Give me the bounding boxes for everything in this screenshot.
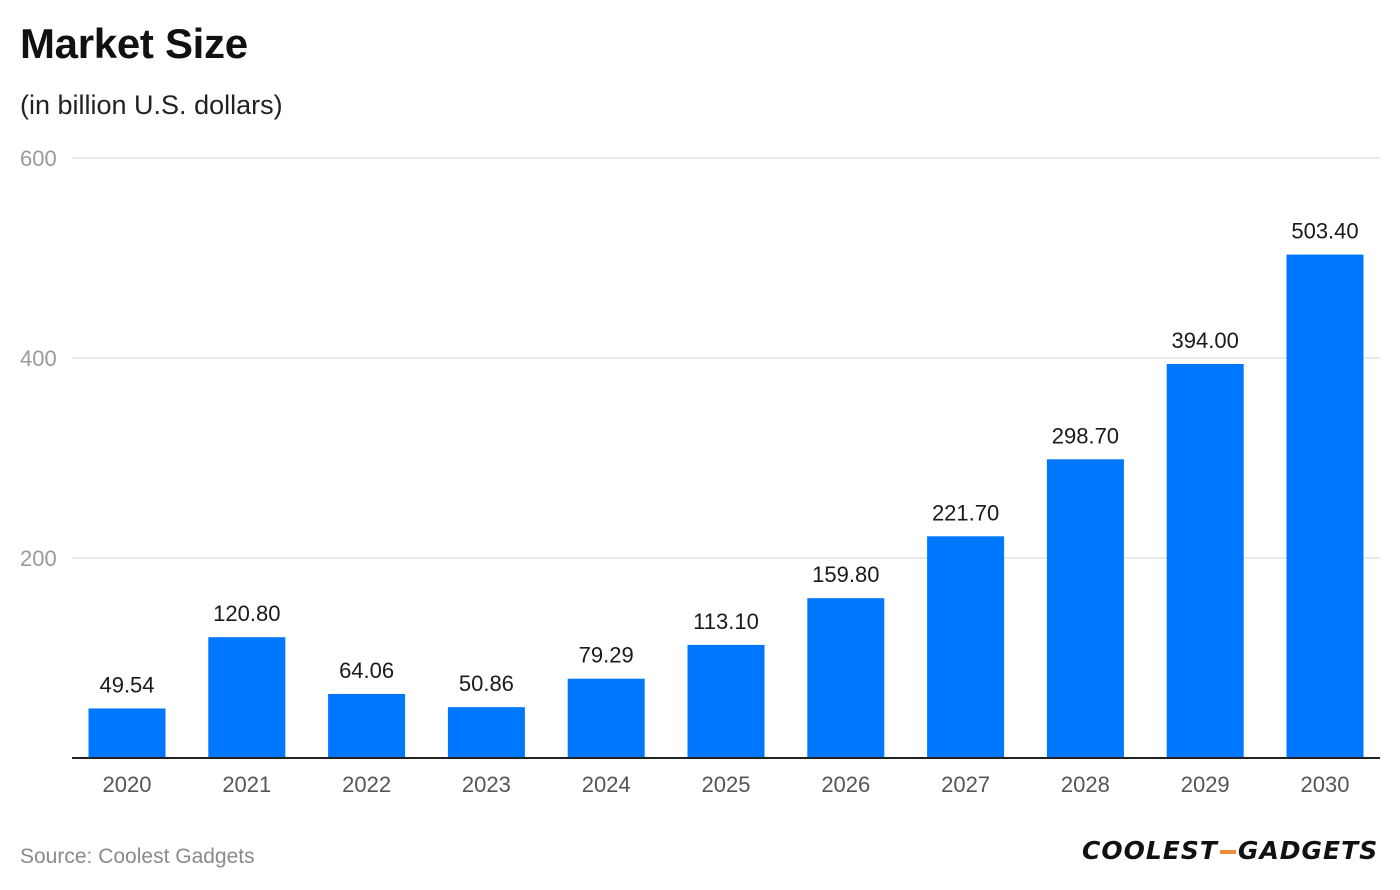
data-label-2020: 49.54	[99, 672, 154, 697]
data-labels: 49.54 120.80 64.06 50.86 79.29 113.10 159.80 22…	[99, 219, 1358, 698]
chart-subtitle: (in billion U.S. dollars)	[20, 90, 283, 120]
source-note: Source: Coolest Gadgets	[20, 845, 255, 868]
bar-2024	[567, 678, 645, 758]
x-tick-label-2026: 2026	[821, 772, 870, 797]
data-label-2025: 113.10	[693, 609, 759, 634]
bar-2022	[328, 693, 406, 758]
brand-logo: COOLEST GADGETS	[1082, 836, 1378, 865]
x-tick-label-2025: 2025	[702, 772, 751, 797]
y-tick-label-400: 400	[20, 346, 57, 371]
data-label-2021: 120.80	[213, 601, 280, 626]
bar-2025	[687, 644, 765, 758]
y-tick-label-200: 200	[20, 546, 57, 571]
bar-2028	[1046, 459, 1124, 758]
data-label-2027: 221.70	[932, 500, 999, 525]
x-tick-label-2028: 2028	[1061, 772, 1110, 797]
bars	[88, 254, 1364, 758]
bar-2026	[807, 598, 885, 758]
data-label-2024: 79.29	[579, 643, 634, 668]
data-label-2029: 394.00	[1172, 328, 1239, 353]
data-label-2023: 50.86	[459, 671, 514, 696]
y-axis-ticks: 200 400 600	[20, 146, 57, 571]
data-label-2026: 159.80	[812, 562, 879, 587]
gridlines	[72, 157, 1380, 559]
logo-text-right: GADGETS	[1237, 836, 1379, 865]
logo-text-left: COOLEST	[1082, 836, 1218, 865]
x-tick-label-2027: 2027	[941, 772, 990, 797]
bar-2029	[1166, 364, 1244, 758]
bar-2030	[1286, 254, 1364, 758]
x-axis-ticks: 2020 2021 2022 2023 2024 2025 2026 2027 2028 2029…	[103, 772, 1350, 797]
bar-2023	[447, 707, 525, 758]
bar-2027	[927, 536, 1005, 758]
bar-2021	[208, 637, 286, 758]
data-label-2022: 64.06	[339, 658, 394, 683]
x-tick-label-2023: 2023	[462, 772, 511, 797]
x-tick-label-2024: 2024	[582, 772, 631, 797]
data-label-2030: 503.40	[1291, 219, 1358, 244]
x-tick-label-2022: 2022	[342, 772, 391, 797]
x-tick-label-2030: 2030	[1301, 772, 1350, 797]
x-tick-label-2020: 2020	[103, 772, 152, 797]
bar-2020	[88, 708, 166, 758]
data-label-2028: 298.70	[1052, 423, 1119, 448]
logo-dash	[1219, 850, 1236, 854]
y-tick-label-600: 600	[20, 146, 57, 171]
x-tick-label-2021: 2021	[222, 772, 271, 797]
chart-title: Market Size	[20, 20, 248, 67]
x-tick-label-2029: 2029	[1181, 772, 1230, 797]
